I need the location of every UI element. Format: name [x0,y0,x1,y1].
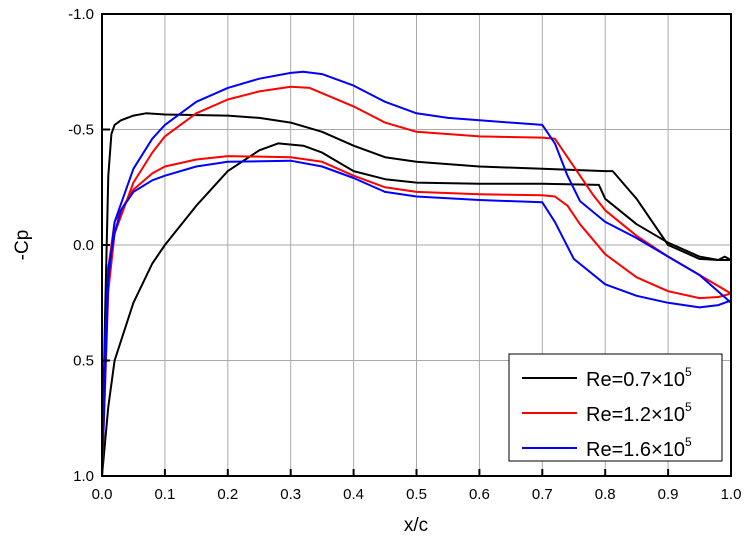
x-tick-label: 0.6 [469,486,490,503]
y-tick-label: 0.0 [73,237,94,254]
x-tick-label: 0.2 [217,486,238,503]
legend-box [508,353,723,462]
y-axis-label: -Cp [12,230,33,261]
x-tick-label: 0.4 [343,486,364,503]
series-lines [101,70,732,477]
x-tick-label: 1.0 [721,486,742,503]
legend: Re=0.7×105 Re=1.2×105 Re=1.6×105 [508,353,723,462]
ticks: 0.0 0.1 0.2 0.3 0.4 0.5 0.6 0.7 0.8 0.9 1.0 -1.0 -0.… [68,6,741,503]
y-tick-label: -1.0 [68,6,94,23]
y-tick-label: -0.5 [68,122,94,139]
series-line-1-lower [101,142,731,477]
x-tick-label: 0.0 [92,486,113,503]
series-line-3-lower [101,159,732,477]
legend-label: Re=1.2×105 [586,400,692,426]
series-line-2-upper [101,85,732,477]
legend-label: Re=0.7×105 [586,365,692,391]
y-tick-label: 1.0 [73,468,94,485]
x-tick-label: 0.5 [406,486,427,503]
x-axis-label: x/c [404,515,428,536]
series-line-1-upper [101,112,732,477]
x-tick-label: 0.1 [154,486,175,503]
x-tick-label: 0.7 [532,486,553,503]
y-tick-label: 0.5 [73,353,94,370]
x-tick-label: 0.3 [280,486,301,503]
x-tick-label: 0.8 [595,486,616,503]
series-line-3-upper [101,70,732,477]
x-tick-label: 0.9 [658,486,679,503]
legend-label: Re=1.6×105 [586,435,692,461]
